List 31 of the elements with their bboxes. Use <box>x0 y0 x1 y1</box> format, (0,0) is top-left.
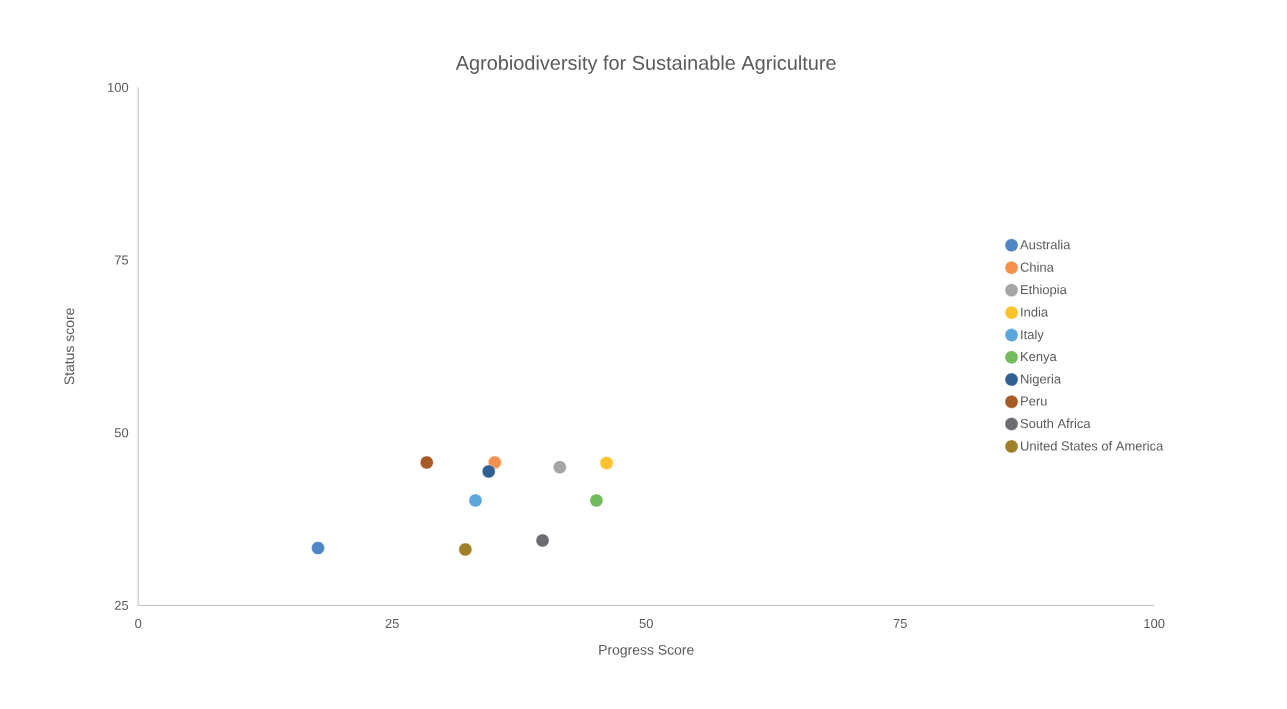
legend-label: Nigeria <box>1021 374 1062 387</box>
legend-label: Italy <box>1021 329 1044 342</box>
x-tick-label: 100 <box>1144 618 1165 629</box>
legend-label: India <box>1021 307 1049 317</box>
chart-title: Agrobiodiversity for Sustainable Agriculture <box>455 55 836 74</box>
x-tick-label: 50 <box>639 618 653 629</box>
legend-label: United States of America <box>1021 441 1164 451</box>
legend-label: South Africa <box>1020 418 1091 429</box>
legend-label: Australia <box>1020 239 1071 250</box>
legend-label: Kenya <box>1021 352 1057 364</box>
point <box>599 456 614 470</box>
point <box>468 493 483 508</box>
point <box>458 542 473 557</box>
point <box>553 460 567 474</box>
point <box>311 541 325 555</box>
x-axis-title: Progress Score <box>599 644 694 658</box>
point <box>482 464 496 479</box>
x-tick-label: 0 <box>135 618 142 629</box>
y-tick-label: 25 <box>114 600 129 610</box>
x-tick-label: 75 <box>893 618 907 628</box>
legend-label: China <box>1020 262 1054 272</box>
x-tick-label: 25 <box>385 618 399 629</box>
y-tick-label: 100 <box>108 82 129 92</box>
y-tick-label: 50 <box>114 428 129 438</box>
legend-label: Peru <box>1021 396 1047 406</box>
legend-label: Ethiopia <box>1021 284 1067 297</box>
y-tick-label: 75 <box>114 255 129 265</box>
point <box>589 493 604 508</box>
point <box>420 455 434 470</box>
point <box>535 533 550 548</box>
y-axis-title: Status score <box>64 308 75 385</box>
